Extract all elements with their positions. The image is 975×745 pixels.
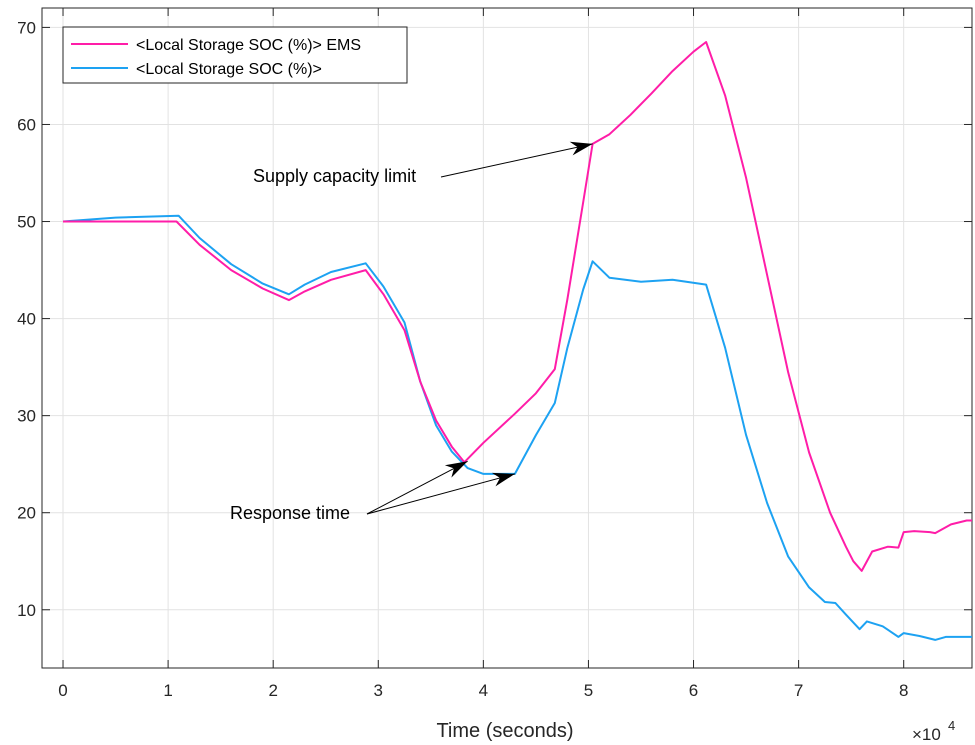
- legend: <Local Storage SOC (%)> EMS <Local Stora…: [63, 27, 407, 83]
- y-tick-label: 30: [17, 407, 36, 426]
- series-line-ems: [63, 42, 972, 571]
- x-exponent-base: ×10: [912, 725, 941, 744]
- plot-frame: [42, 8, 972, 668]
- x-tick-label: 1: [163, 681, 172, 700]
- annotation-arrow-head: [445, 461, 468, 477]
- x-axis-exponent: ×10 4: [912, 718, 955, 744]
- legend-label-ems: <Local Storage SOC (%)> EMS: [136, 37, 361, 54]
- annotation-arrow-line: [367, 461, 468, 514]
- x-tick-label: 5: [584, 681, 593, 700]
- grid-lines: [42, 8, 972, 668]
- x-tick-label: 4: [479, 681, 488, 700]
- x-tick-label: 6: [689, 681, 698, 700]
- series-line-local: [63, 216, 972, 640]
- x-tick-label: 7: [794, 681, 803, 700]
- annotation-arrow-line: [441, 144, 593, 177]
- annotation-supply-capacity-limit: Supply capacity limit: [253, 166, 416, 186]
- y-tick-label: 10: [17, 601, 36, 620]
- y-tick-label: 40: [17, 310, 36, 329]
- y-tick-label: 70: [17, 18, 36, 37]
- annotations: Supply capacity limit Response time: [230, 142, 593, 523]
- annotation-response-time: Response time: [230, 503, 350, 523]
- x-axis-label: Time (seconds): [436, 720, 573, 742]
- x-tick-label: 2: [268, 681, 277, 700]
- x-exponent-power: 4: [948, 718, 955, 733]
- x-tick-label: 0: [58, 681, 67, 700]
- x-tick-label: 3: [374, 681, 383, 700]
- legend-label-local: <Local Storage SOC (%)>: [136, 61, 322, 78]
- y-tick-label: 20: [17, 504, 36, 523]
- series-lines: [63, 42, 972, 640]
- y-tick-label: 50: [17, 213, 36, 232]
- annotation-arrow-line: [367, 474, 515, 514]
- x-tick-label: 8: [899, 681, 908, 700]
- axis-ticks: 0 1 2 3 4 5 6 7 8 10 20 30 40 50 60 70: [17, 8, 972, 700]
- y-tick-label: 60: [17, 115, 36, 134]
